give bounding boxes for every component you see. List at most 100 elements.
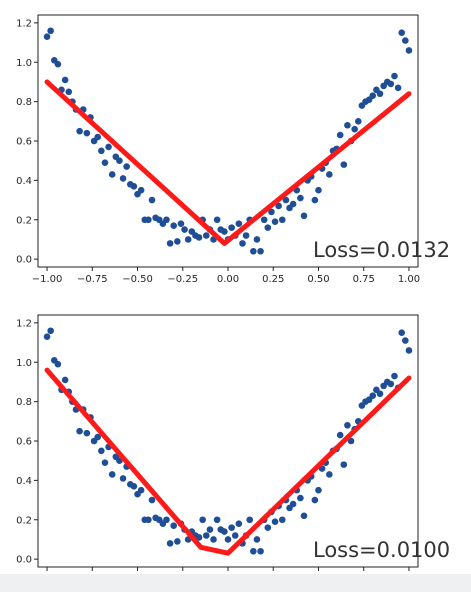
scatter-point bbox=[235, 220, 243, 227]
scatter-point bbox=[405, 47, 413, 54]
x-tick-label: 0.50 bbox=[307, 274, 329, 285]
scatter-point bbox=[300, 512, 308, 520]
scatter-point bbox=[347, 437, 355, 445]
scatter-point bbox=[250, 247, 257, 255]
scatter-point bbox=[177, 220, 185, 227]
scatter-point bbox=[137, 186, 145, 194]
scatter-point bbox=[181, 226, 188, 233]
scatter-point bbox=[170, 522, 178, 529]
scatter-point bbox=[369, 392, 377, 400]
scatter-point bbox=[235, 520, 243, 527]
scatter-point bbox=[221, 228, 228, 235]
y-tick-label: 0.4 bbox=[16, 176, 32, 187]
scatter-point bbox=[369, 92, 377, 100]
scatter-point bbox=[108, 471, 116, 478]
x-tick-label: 1.00 bbox=[398, 274, 420, 285]
scatter-point bbox=[246, 516, 254, 524]
scatter-point bbox=[137, 486, 145, 494]
scatter-point bbox=[199, 516, 206, 524]
scatter-point bbox=[402, 337, 409, 344]
plot-area-top: −1.00 −0.75 −0.50 −0.25 0.00 0.25 0.50 0.75 1.00… bbox=[16, 14, 420, 285]
scatter-point bbox=[210, 536, 217, 543]
scatter-point bbox=[166, 240, 174, 247]
scatter-point bbox=[76, 427, 83, 435]
x-tick-label: −0.50 bbox=[122, 274, 153, 285]
scatter-point bbox=[354, 118, 362, 125]
scatter-point bbox=[145, 516, 152, 524]
x-tick-label: 0.00 bbox=[217, 274, 239, 285]
scatter-point bbox=[123, 163, 130, 170]
scatter-point bbox=[278, 216, 286, 224]
scatter-point bbox=[300, 212, 308, 220]
scatter-point bbox=[101, 159, 109, 166]
x-tick-label: −0.25 bbox=[167, 274, 198, 285]
scatter-point bbox=[257, 547, 264, 555]
scatter-point bbox=[275, 202, 282, 210]
scatter-point bbox=[174, 538, 181, 545]
scatter-point bbox=[231, 532, 239, 539]
scatter-point bbox=[61, 376, 69, 384]
scatter-point bbox=[297, 494, 304, 502]
scatter-point bbox=[264, 524, 272, 531]
scatter-point bbox=[271, 518, 279, 526]
scatter-point bbox=[145, 216, 152, 224]
fit-line bbox=[44, 367, 412, 556]
scatter-point bbox=[239, 240, 246, 247]
scatter-point bbox=[94, 433, 102, 441]
scatter-point bbox=[228, 524, 235, 531]
scatter-point bbox=[376, 90, 384, 98]
y-tick-label: 0.4 bbox=[16, 476, 32, 487]
scatter-point bbox=[101, 459, 109, 466]
scatter-point bbox=[174, 238, 181, 245]
scatter-point bbox=[340, 461, 348, 468]
scatter-point bbox=[351, 125, 358, 133]
scatter-point bbox=[202, 232, 210, 239]
scatter-point bbox=[83, 129, 91, 137]
scatter-point bbox=[54, 60, 62, 68]
scatter-point bbox=[163, 216, 170, 224]
scatter-point bbox=[253, 236, 261, 243]
scatter-point bbox=[405, 347, 413, 354]
scatter-point bbox=[398, 29, 406, 37]
scatter-point bbox=[98, 147, 105, 155]
scatter-point bbox=[43, 333, 51, 340]
scatter-point bbox=[387, 80, 395, 88]
scatter-point bbox=[242, 232, 250, 239]
scatter-point bbox=[195, 234, 203, 241]
scatter-point bbox=[344, 121, 351, 129]
scatter-point bbox=[398, 329, 406, 337]
y-tick-label: 0.2 bbox=[16, 215, 32, 226]
scatter-point bbox=[65, 88, 73, 96]
scatter-point bbox=[340, 161, 348, 168]
scatter-point bbox=[336, 431, 344, 439]
y-tick-label: 0.8 bbox=[16, 397, 32, 408]
scatter-point bbox=[76, 127, 83, 135]
scatter-point bbox=[253, 536, 261, 543]
x-tick-label: −1.00 bbox=[32, 274, 63, 285]
scatter-point bbox=[130, 182, 138, 190]
x-tick-label: 0.25 bbox=[262, 274, 284, 285]
y-tick-label: 0.8 bbox=[16, 97, 32, 108]
scatter-point bbox=[402, 37, 409, 44]
scatter-point bbox=[228, 224, 235, 231]
y-tick-label: 0.6 bbox=[16, 137, 32, 148]
scatter-point bbox=[336, 131, 344, 139]
scatter-point bbox=[195, 534, 203, 541]
scatter-point bbox=[83, 429, 91, 437]
y-tick-label: 0.6 bbox=[16, 437, 32, 448]
scatter-point bbox=[119, 475, 127, 482]
scatter-point bbox=[163, 516, 170, 524]
scatter-point bbox=[43, 33, 51, 40]
scatter-point bbox=[47, 327, 54, 335]
scatter-point bbox=[268, 208, 275, 216]
bottom-strip bbox=[0, 574, 471, 592]
scatter-point bbox=[250, 547, 257, 555]
scatter-point bbox=[326, 171, 333, 178]
scatter-point bbox=[94, 133, 102, 141]
scatter-point bbox=[264, 224, 272, 231]
scatter-point bbox=[105, 143, 112, 151]
scatter-point bbox=[224, 536, 232, 543]
x-tick-label: −0.75 bbox=[77, 274, 108, 285]
scatter-point bbox=[344, 421, 351, 429]
x-tick-label: 0.75 bbox=[353, 274, 375, 285]
